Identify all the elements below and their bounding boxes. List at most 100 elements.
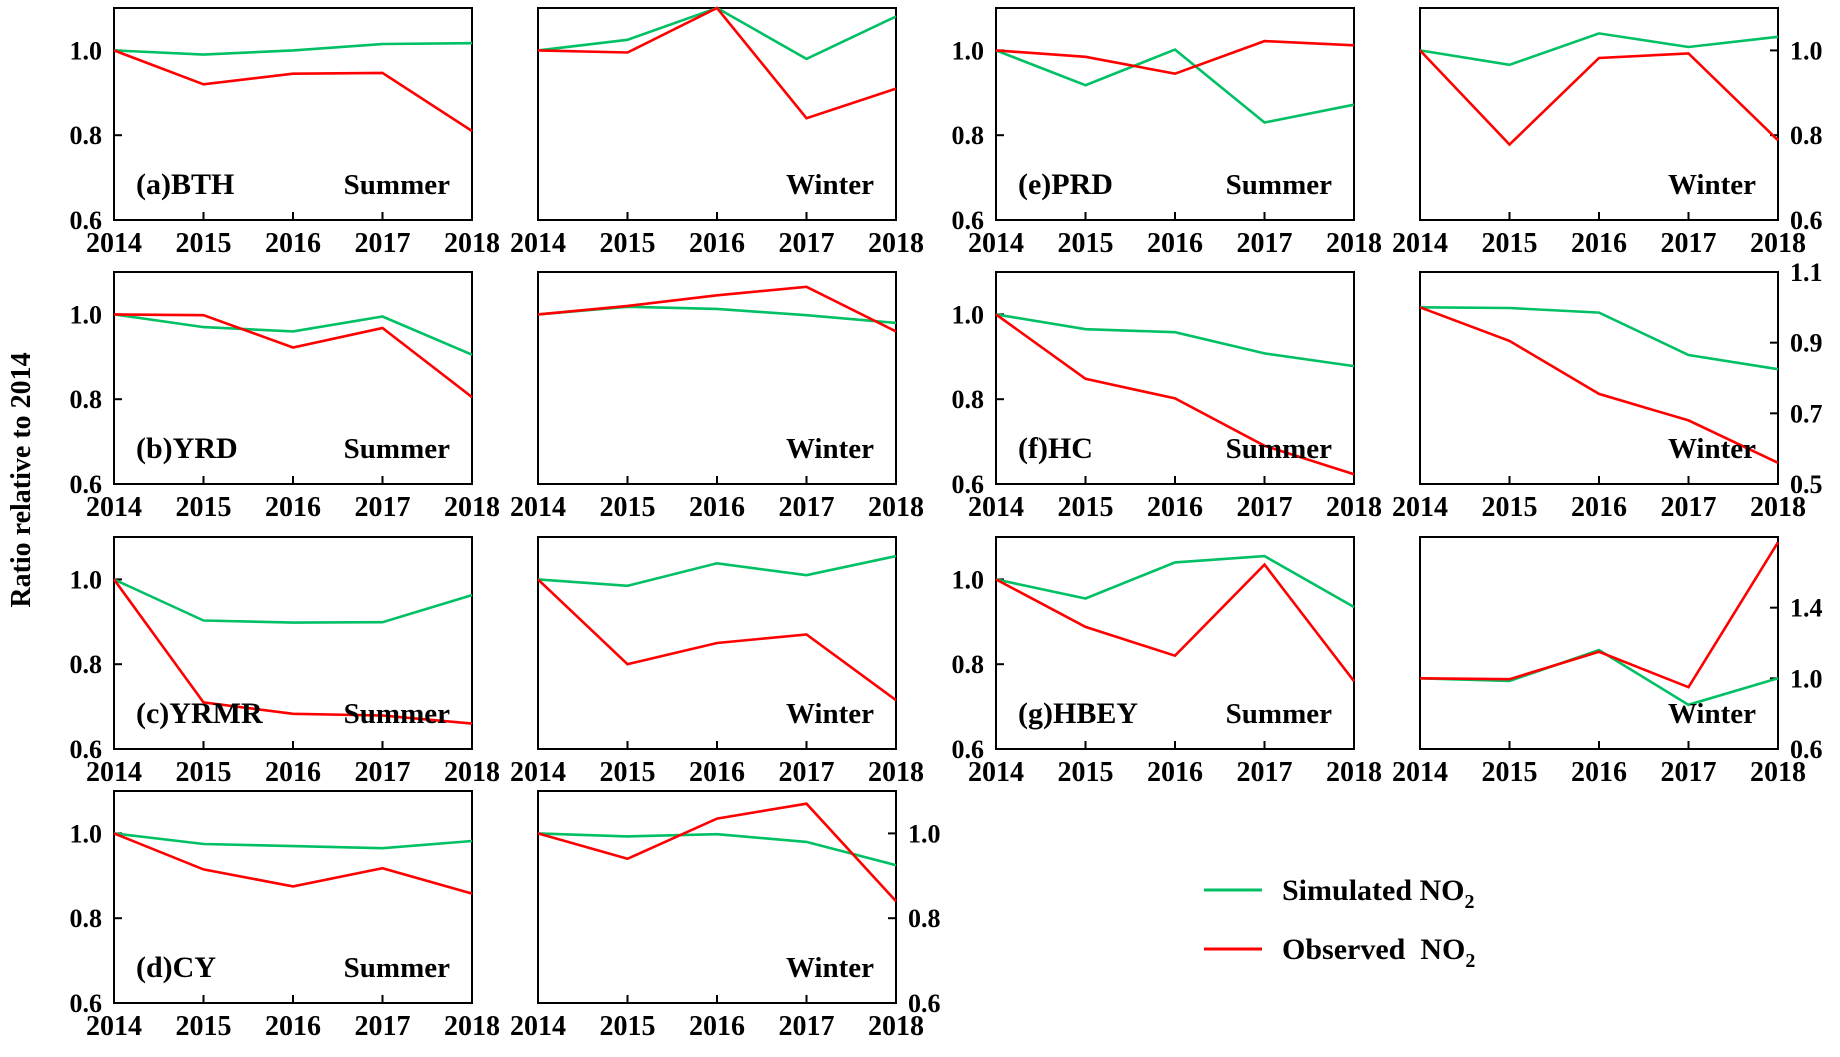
y-tick-label: 0.8 <box>70 121 103 150</box>
x-tick-label: 2017 <box>779 1011 835 1042</box>
y-tick-label: 0.8 <box>70 385 103 414</box>
x-tick-label: 2016 <box>1571 492 1627 523</box>
x-tick-label: 2018 <box>1750 757 1806 788</box>
y-tick-label: 0.6 <box>952 206 985 235</box>
x-tick-label: 2015 <box>1482 228 1538 259</box>
x-tick-label: 2014 <box>968 492 1024 523</box>
y-tick-label: 0.8 <box>908 904 941 933</box>
legend: Simulated NO2 Observed NO2 <box>1204 874 1475 972</box>
season-label: Summer <box>344 698 450 730</box>
legend-label-observed: Observed NO2 <box>1282 933 1475 972</box>
x-tick-label: 2017 <box>1237 757 1293 788</box>
x-tick-label: 2017 <box>1661 492 1717 523</box>
x-tick-label: 2016 <box>265 1011 321 1042</box>
chart-panel-yrd-winter: 2014 2015 2016 2017 2018 Winter <box>510 271 924 523</box>
chart-panel-yrd-summer: 2014 2015 2016 2017 2018 0.6 0.8 1.0 (b)YRD Summe… <box>70 271 500 523</box>
legend-label-simulated: Simulated NO2 <box>1282 874 1475 913</box>
x-tick-label: 2016 <box>1571 757 1627 788</box>
x-tick-label: 2014 <box>1392 757 1448 788</box>
x-tick-label: 2016 <box>689 1011 745 1042</box>
x-tick-label: 2018 <box>444 492 500 523</box>
y-tick-label: 1.4 <box>1790 594 1823 623</box>
x-tick-label: 2018 <box>868 492 924 523</box>
y-tick-label: 0.6 <box>1790 735 1823 764</box>
x-tick-label: 2016 <box>265 228 321 259</box>
x-tick-label: 2016 <box>265 757 321 788</box>
series-line-observed <box>1419 49 1779 147</box>
x-tick-label: 2014 <box>86 1011 142 1042</box>
y-tick-label: 0.6 <box>70 989 103 1018</box>
series-line-observed <box>113 49 473 133</box>
x-tick-label: 2015 <box>1058 757 1114 788</box>
x-tick-label: 2015 <box>176 757 232 788</box>
series-line-simulated <box>113 578 473 624</box>
panel-label: (e)PRD <box>1018 168 1113 201</box>
x-tick-label: 2018 <box>868 1011 924 1042</box>
y-tick-label: 0.8 <box>952 121 985 150</box>
x-tick-label: 2014 <box>86 757 142 788</box>
x-tick-label: 2015 <box>600 1011 656 1042</box>
chart-panel-yrmr-winter: 2014 2015 2016 2017 2018 Winter <box>510 536 924 788</box>
x-tick-label: 2014 <box>510 757 566 788</box>
x-tick-label: 2018 <box>1750 228 1806 259</box>
y-tick-label: 0.6 <box>1790 206 1823 235</box>
season-label: Winter <box>786 169 874 201</box>
chart-panel-hc-summer: 2014 2015 2016 2017 2018 0.6 0.8 1.0 (f)HC Summer <box>952 271 1382 523</box>
chart-panel-yrmr-summer: 2014 2015 2016 2017 2018 0.6 0.8 1.0 (c)YRMR Summ… <box>70 536 500 788</box>
x-tick-label: 2015 <box>1482 757 1538 788</box>
x-tick-label: 2016 <box>689 757 745 788</box>
season-label: Summer <box>344 169 450 201</box>
season-label: Winter <box>1668 169 1756 201</box>
x-tick-label: 2014 <box>510 228 566 259</box>
y-tick-label: 0.9 <box>1790 329 1823 358</box>
x-tick-label: 2015 <box>600 228 656 259</box>
chart-panel-cy-summer: 2014 2015 2016 2017 2018 0.6 0.8 1.0 (d)CY Summer <box>70 790 500 1042</box>
series-line-simulated <box>113 832 473 850</box>
x-tick-label: 2014 <box>86 228 142 259</box>
y-tick-label: 0.6 <box>908 989 941 1018</box>
x-tick-label: 2015 <box>176 492 232 523</box>
panel-label: (d)CY <box>136 951 216 984</box>
x-tick-label: 2014 <box>510 1011 566 1042</box>
season-label: Winter <box>786 698 874 730</box>
x-tick-label: 2015 <box>600 757 656 788</box>
y-tick-label: 1.0 <box>952 300 985 329</box>
x-tick-label: 2017 <box>1237 228 1293 259</box>
x-tick-label: 2017 <box>355 228 411 259</box>
x-tick-label: 2018 <box>1326 757 1382 788</box>
season-label: Summer <box>344 952 450 984</box>
x-tick-label: 2015 <box>1058 492 1114 523</box>
series-line-observed <box>113 313 473 399</box>
x-tick-label: 2016 <box>689 492 745 523</box>
x-tick-label: 2014 <box>968 757 1024 788</box>
y-tick-label: 0.6 <box>70 735 103 764</box>
series-line-observed <box>537 6 897 120</box>
chart-panel-hbey-summer: 2014 2015 2016 2017 2018 0.6 0.8 1.0 (g)HBEY Summ… <box>952 536 1382 788</box>
season-label: Winter <box>1668 433 1756 465</box>
series-line-simulated <box>113 41 473 56</box>
x-tick-label: 2017 <box>1661 757 1717 788</box>
x-tick-label: 2017 <box>355 757 411 788</box>
y-tick-label: 1.0 <box>952 565 985 594</box>
x-tick-label: 2015 <box>176 228 232 259</box>
series-line-simulated <box>1419 306 1779 371</box>
series-line-observed <box>113 832 473 895</box>
y-tick-label: 0.6 <box>952 470 985 499</box>
season-label: Summer <box>1226 169 1332 201</box>
x-tick-label: 2014 <box>86 492 142 523</box>
x-tick-label: 2017 <box>355 1011 411 1042</box>
season-label: Summer <box>1226 433 1332 465</box>
x-tick-label: 2018 <box>868 757 924 788</box>
y-tick-label: 0.7 <box>1790 399 1823 428</box>
series-line-simulated <box>995 48 1355 124</box>
season-label: Winter <box>1668 698 1756 730</box>
x-tick-label: 2017 <box>779 228 835 259</box>
x-tick-label: 2018 <box>1326 228 1382 259</box>
series-line-observed <box>995 562 1356 682</box>
x-tick-label: 2014 <box>510 492 566 523</box>
y-tick-label: 0.6 <box>70 470 103 499</box>
x-tick-label: 2015 <box>1058 228 1114 259</box>
season-label: Summer <box>344 433 450 465</box>
x-tick-label: 2017 <box>779 492 835 523</box>
series-line-simulated <box>995 554 1355 609</box>
